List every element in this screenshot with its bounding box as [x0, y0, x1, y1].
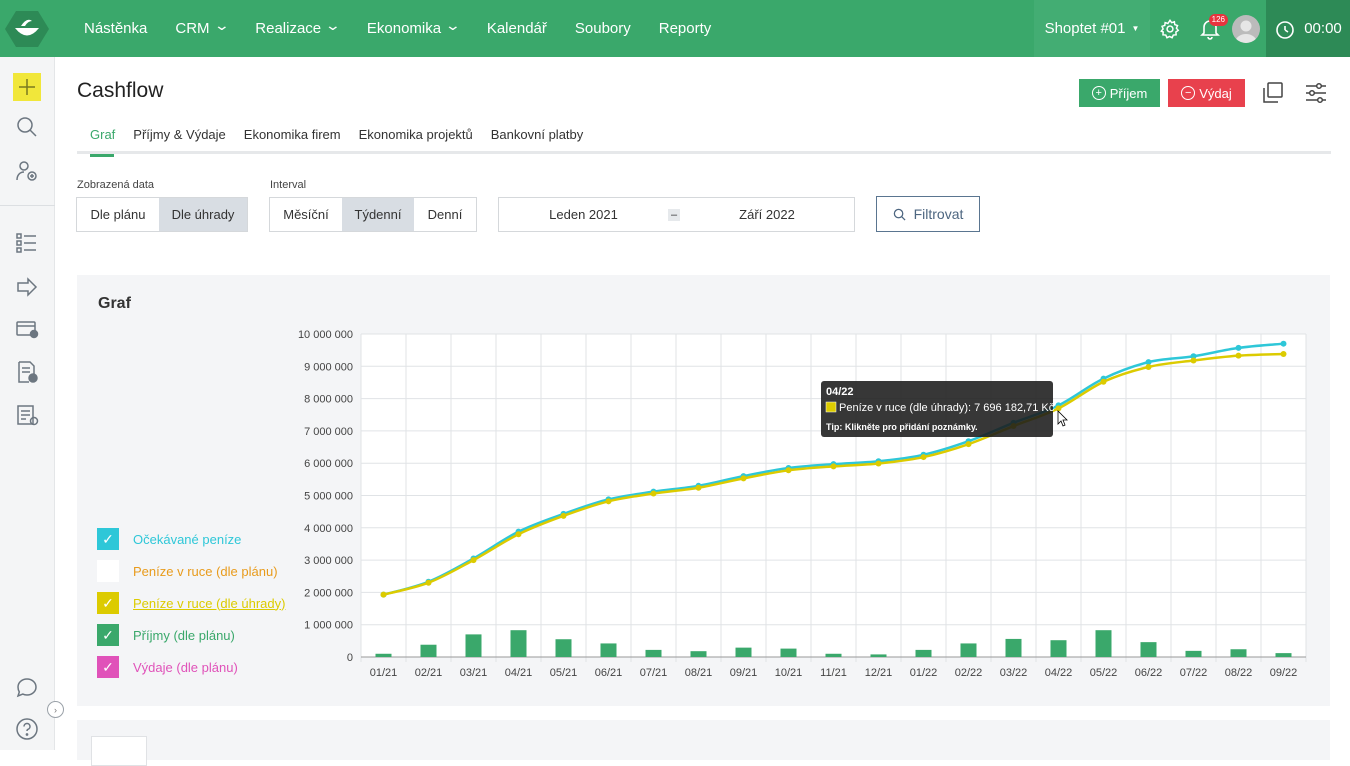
- nav-item-label: Soubory: [574, 20, 631, 37]
- tab-1[interactable]: Příjmy & Výdaje: [133, 127, 226, 142]
- gear-icon[interactable]: [1150, 0, 1190, 57]
- chat-icon[interactable]: [15, 675, 39, 699]
- search-icon: [893, 208, 906, 221]
- company-name: Shoptet #01: [1044, 20, 1126, 37]
- header-right: Shoptet #01 ▼ 126 00:00: [1034, 0, 1350, 57]
- nav-item-2[interactable]: Realizace ⌄: [241, 16, 353, 38]
- legend-checkbox[interactable]: ✓: [97, 624, 119, 646]
- date-to[interactable]: Září 2022: [739, 207, 795, 222]
- add-income-label: Příjem: [1109, 85, 1148, 101]
- tab-bar: Graf Příjmy & Výdaje Ekonomika firem Ekonom…: [77, 124, 1331, 157]
- date-range-picker[interactable]: Leden 2021 – Září 2022: [498, 197, 855, 232]
- sidebar-divider: [0, 205, 55, 206]
- duplicate-icon[interactable]: [1260, 80, 1286, 106]
- legend-label: Výdaje (dle plánu): [133, 659, 238, 675]
- help-icon[interactable]: [15, 717, 39, 741]
- nav-item-label: Realizace: [255, 20, 322, 37]
- legend-label: Očekávané peníze: [133, 531, 242, 547]
- invoice-alert-icon[interactable]: [15, 360, 39, 384]
- tab-0[interactable]: Graf: [77, 124, 124, 157]
- page-title: Cashflow: [77, 79, 164, 102]
- nav-item-6[interactable]: Reporty: [645, 20, 726, 37]
- legend-item[interactable]: ✓ Výdaje (dle plánu): [97, 651, 285, 683]
- nav-item-label: Ekonomika: [366, 20, 442, 37]
- forward-arrow-icon[interactable]: [15, 275, 39, 299]
- interval-label: Interval: [270, 179, 307, 191]
- tab-2[interactable]: Ekonomika firem: [243, 127, 341, 142]
- legend-label: Peníze v ruce (dle úhrady): [133, 595, 286, 611]
- settings-sliders-icon[interactable]: [1303, 80, 1329, 106]
- option-1[interactable]: Dle úhrady: [159, 198, 247, 231]
- interval-toggle: Měsíční Týdenní Denní: [269, 197, 477, 232]
- plus-circle-icon: +: [1091, 86, 1106, 100]
- secondary-panel-card: [91, 736, 147, 766]
- chevron-down-icon: ▼: [1131, 24, 1140, 33]
- chevron-down-icon: ⌄: [324, 16, 342, 33]
- data-mode-label: Zobrazená data: [77, 179, 155, 191]
- nav-item-label: Reporty: [658, 20, 712, 37]
- nav-item-3[interactable]: Ekonomika ⌄: [353, 16, 473, 38]
- notifications-button[interactable]: 126: [1190, 0, 1230, 57]
- legend-label: Peníze v ruce (dle plánu): [133, 563, 278, 579]
- legend-checkbox[interactable]: ✓: [97, 592, 119, 614]
- date-separator: –: [668, 208, 680, 221]
- time-tracker[interactable]: 00:00: [1266, 0, 1350, 57]
- legend-item[interactable]: ✓ Peníze v ruce (dle úhrady): [97, 587, 285, 619]
- report-document-icon[interactable]: [15, 403, 39, 427]
- sidebar-expand-button[interactable]: ›: [47, 701, 64, 718]
- option-2[interactable]: Denní: [427, 207, 463, 222]
- option-1[interactable]: Týdenní: [342, 198, 414, 231]
- stopwatch-icon: [1276, 20, 1295, 39]
- notification-count-badge: 126: [1208, 14, 1228, 26]
- legend-item[interactable]: ✓ Očekávané peníze: [97, 523, 285, 555]
- left-sidebar: ›: [0, 57, 64, 750]
- filter-button[interactable]: Filtrovat: [876, 196, 980, 232]
- data-mode-toggle: Dle plánu Dle úhrady: [76, 197, 248, 232]
- add-new-button[interactable]: [13, 73, 41, 101]
- minus-circle-icon: −: [1181, 86, 1196, 100]
- legend-checkbox[interactable]: ✓: [97, 528, 119, 550]
- filter-button-label: Filtrovat: [913, 206, 964, 222]
- chart-panel: Graf ✓ Očekávané peníze Peníze v ruce (dle…: [77, 275, 1330, 706]
- add-contact-icon[interactable]: [15, 159, 39, 183]
- add-expense-button[interactable]: − Výdaj: [1168, 79, 1245, 107]
- nav-item-0[interactable]: Nástěnka: [70, 20, 161, 37]
- chart-legend: ✓ Očekávané peníze Peníze v ruce (dle plán…: [97, 523, 285, 683]
- legend-item[interactable]: ✓ Příjmy (dle plánu): [97, 619, 285, 651]
- option-0[interactable]: Měsíční: [283, 207, 329, 222]
- top-navigation-bar: Nástěnka CRM ⌄ Realizace ⌄ Ekonomika ⌄ Kalendář…: [0, 0, 1350, 57]
- nav-item-1[interactable]: CRM ⌄: [161, 16, 241, 38]
- payment-card-icon[interactable]: [15, 317, 39, 341]
- panel-title: Graf: [98, 295, 131, 312]
- chevron-down-icon: ⌄: [444, 16, 462, 33]
- add-income-button[interactable]: + Příjem: [1079, 79, 1160, 107]
- add-expense-label: Výdaj: [1199, 85, 1232, 101]
- nav-item-label: CRM: [175, 20, 210, 37]
- legend-label: Příjmy (dle plánu): [133, 627, 235, 643]
- chevron-right-icon: ›: [54, 704, 57, 715]
- legend-checkbox[interactable]: [97, 560, 119, 582]
- nav-item-label: Nástěnka: [84, 20, 148, 37]
- task-list-icon[interactable]: [15, 231, 39, 255]
- nav-item-label: Kalendář: [486, 20, 547, 37]
- tab-4[interactable]: Bankovní platby: [490, 127, 584, 142]
- option-0[interactable]: Dle plánu: [90, 207, 146, 222]
- legend-checkbox[interactable]: ✓: [97, 656, 119, 678]
- company-switcher[interactable]: Shoptet #01 ▼: [1034, 0, 1150, 57]
- nav-item-5[interactable]: Soubory: [561, 20, 645, 37]
- tab-3[interactable]: Ekonomika projektů: [358, 127, 473, 142]
- plus-icon: [19, 79, 35, 95]
- secondary-panel: [77, 720, 1330, 766]
- date-from[interactable]: Leden 2021: [549, 207, 618, 222]
- chevron-down-icon: ⌄: [213, 16, 230, 33]
- main-menu: Nástěnka CRM ⌄ Realizace ⌄ Ekonomika ⌄ Kalendář…: [70, 0, 725, 57]
- search-icon[interactable]: [15, 115, 39, 139]
- app-logo-icon[interactable]: [5, 9, 49, 49]
- nav-item-4[interactable]: Kalendář: [473, 20, 561, 37]
- timer-value: 00:00: [1304, 20, 1342, 37]
- avatar[interactable]: [1232, 14, 1260, 43]
- legend-item[interactable]: Peníze v ruce (dle plánu): [97, 555, 285, 587]
